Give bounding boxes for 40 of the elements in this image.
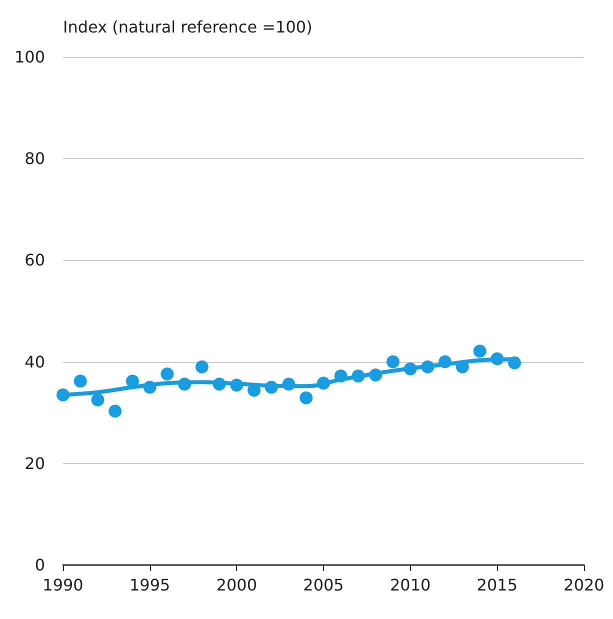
y-tick-label: 0 (34, 556, 45, 574)
y-tick-label: 40 (24, 352, 45, 372)
point (56, 388, 70, 402)
y-tick-label: 80 (24, 149, 45, 168)
x-tick-label: 1990 (42, 576, 84, 594)
point (230, 378, 244, 392)
y-tick-label: 20 (24, 454, 45, 473)
x-tick-label: 1995 (129, 576, 170, 594)
point (300, 391, 313, 404)
x-tick-label: 2020 (564, 576, 604, 594)
x-tick-label: 2005 (303, 576, 344, 594)
point (352, 370, 365, 383)
y-tick-label: 100 (14, 48, 45, 66)
point (264, 380, 278, 394)
point (126, 374, 139, 388)
x-tick-label: 2015 (476, 576, 518, 594)
point (74, 374, 87, 388)
point (369, 368, 382, 382)
point (473, 344, 486, 358)
point (490, 352, 504, 366)
point (108, 404, 122, 418)
point (282, 378, 296, 391)
point (212, 378, 226, 391)
point (317, 376, 330, 390)
point (508, 356, 522, 370)
point (386, 355, 400, 368)
point (143, 380, 156, 394)
point (404, 362, 417, 376)
point (195, 360, 208, 374)
point (456, 360, 469, 374)
point (334, 370, 348, 383)
point (178, 378, 192, 391)
x-tick-label: 2000 (216, 576, 258, 594)
point (91, 393, 104, 406)
y-tick-label: 60 (24, 250, 45, 270)
point (438, 355, 452, 368)
point (160, 367, 174, 380)
y-axis-title: Index (natural reference =100) (63, 18, 312, 36)
x-tick-label: 2010 (390, 576, 431, 594)
point (421, 360, 434, 374)
